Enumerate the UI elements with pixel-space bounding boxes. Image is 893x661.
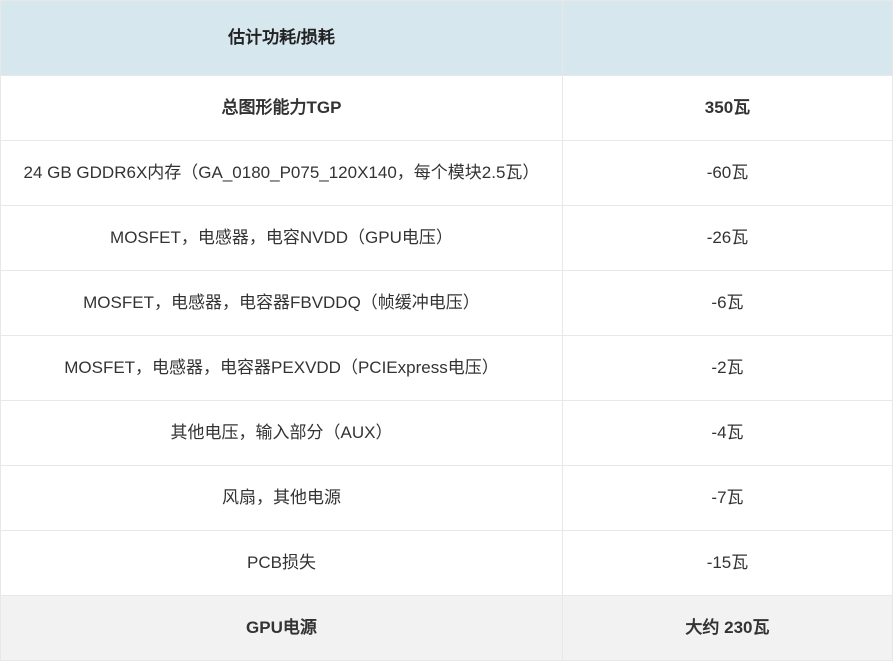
footer-right: 大约 230瓦 [562,596,892,661]
cell-left: 风扇，其他电源 [1,466,563,531]
header-right [562,1,892,76]
cell-right: -6瓦 [562,271,892,336]
table-row: 24 GB GDDR6X内存（GA_0180_P075_120X140，每个模块… [1,141,893,206]
cell-right: 350瓦 [562,76,892,141]
table-row: 风扇，其他电源 -7瓦 [1,466,893,531]
table-body: 总图形能力TGP 350瓦 24 GB GDDR6X内存（GA_0180_P07… [1,76,893,661]
cell-left: MOSFET，电感器，电容NVDD（GPU电压） [1,206,563,271]
cell-left: 24 GB GDDR6X内存（GA_0180_P075_120X140，每个模块… [1,141,563,206]
cell-right: -26瓦 [562,206,892,271]
table-footer-row: GPU电源 大约 230瓦 [1,596,893,661]
table-header: 估计功耗/损耗 [1,1,893,76]
cell-right: -7瓦 [562,466,892,531]
header-left: 估计功耗/损耗 [1,1,563,76]
cell-left: MOSFET，电感器，电容器PEXVDD（PCIExpress电压） [1,336,563,401]
cell-left: MOSFET，电感器，电容器FBVDDQ（帧缓冲电压） [1,271,563,336]
table-row: MOSFET，电感器，电容器PEXVDD（PCIExpress电压） -2瓦 [1,336,893,401]
table-row: MOSFET，电感器，电容器FBVDDQ（帧缓冲电压） -6瓦 [1,271,893,336]
cell-right: -60瓦 [562,141,892,206]
table-row: 总图形能力TGP 350瓦 [1,76,893,141]
footer-left: GPU电源 [1,596,563,661]
table-row: 其他电压，输入部分（AUX） -4瓦 [1,401,893,466]
power-table: 估计功耗/损耗 总图形能力TGP 350瓦 24 GB GDDR6X内存（GA_… [0,0,893,661]
cell-right: -2瓦 [562,336,892,401]
table-row: PCB损失 -15瓦 [1,531,893,596]
cell-left: 其他电压，输入部分（AUX） [1,401,563,466]
cell-right: -15瓦 [562,531,892,596]
table-row: MOSFET，电感器，电容NVDD（GPU电压） -26瓦 [1,206,893,271]
cell-left: PCB损失 [1,531,563,596]
cell-left: 总图形能力TGP [1,76,563,141]
cell-right: -4瓦 [562,401,892,466]
